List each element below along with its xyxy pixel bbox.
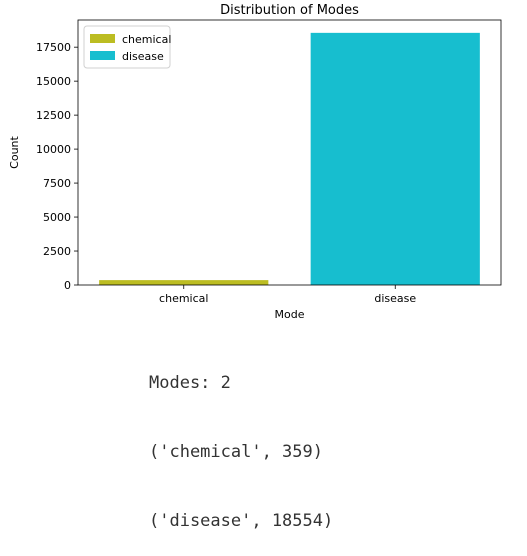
- output-line-chemical: ('chemical', 359): [149, 442, 323, 462]
- y-tick-label: 15000: [36, 75, 71, 88]
- y-tick-label: 2500: [43, 245, 71, 258]
- cell-output: Modes: 2 ('chemical', 359) ('disease', 1…: [149, 326, 519, 556]
- chart-title: Distribution of Modes: [220, 3, 359, 18]
- output-line-modes: Modes: 2: [149, 373, 231, 393]
- chart-area: Distribution of Modes 0 2500 5000 7500 10000…: [8, 3, 502, 321]
- bar-chemical: [99, 280, 269, 285]
- y-tick-label: 17500: [36, 41, 71, 54]
- bar-disease: [310, 32, 480, 285]
- y-tick-label: 7500: [43, 177, 71, 190]
- x-tick-label-chemical: chemical: [159, 292, 208, 305]
- y-tick-label: 0: [64, 279, 71, 292]
- y-ticks-layer: 0 2500 5000 7500 10000 12500 15000 17500: [36, 41, 78, 292]
- y-tick-label: 12500: [36, 109, 71, 122]
- y-axis-title: Count: [8, 135, 21, 168]
- legend-label-chemical: chemical: [122, 33, 171, 46]
- x-axis-title: Mode: [275, 308, 305, 321]
- y-tick-label: 5000: [43, 211, 71, 224]
- axes-layer: [77, 19, 502, 286]
- legend-swatch-disease: [90, 51, 115, 60]
- bar-chart: Distribution of Modes 0 2500 5000 7500 10000…: [8, 3, 502, 321]
- x-tick-label-disease: disease: [374, 292, 416, 305]
- x-ticks-layer: chemical disease: [159, 285, 416, 305]
- bars-layer: [99, 32, 480, 285]
- legend-swatch-chemical: [90, 34, 115, 43]
- y-tick-label: 10000: [36, 143, 71, 156]
- legend: chemical disease: [83, 25, 171, 69]
- legend-label-disease: disease: [122, 50, 164, 63]
- axes-frame: [77, 19, 502, 286]
- output-line-disease: ('disease', 18554): [149, 511, 334, 531]
